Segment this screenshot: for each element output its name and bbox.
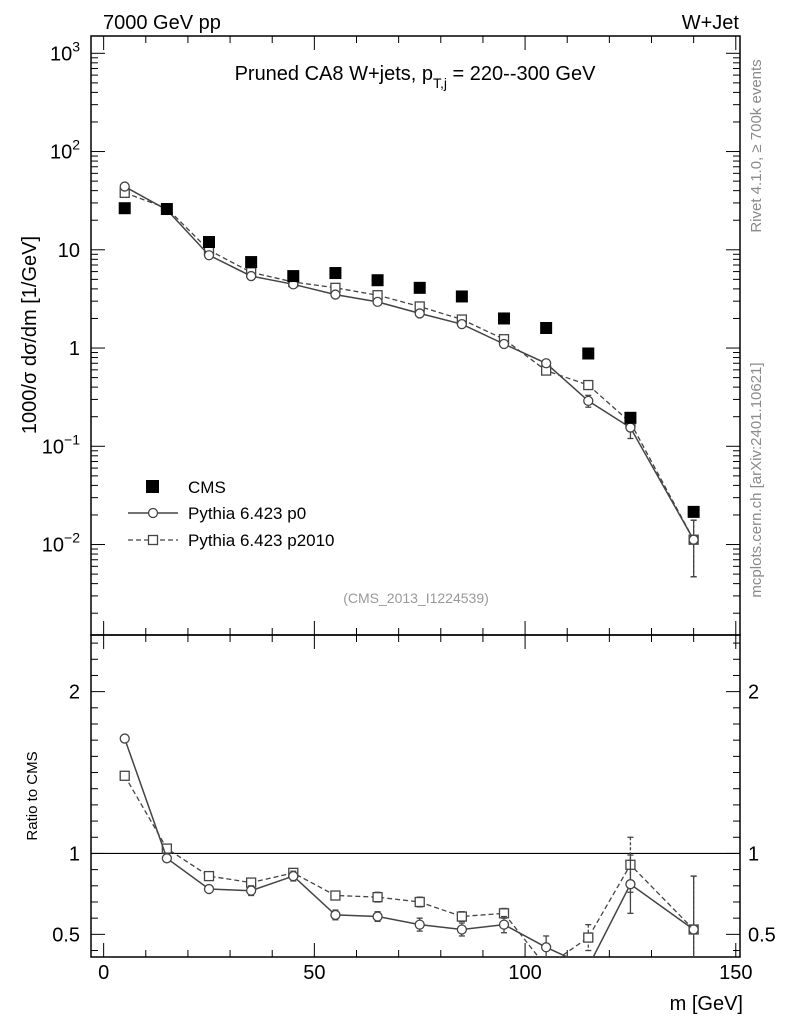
ratio-p0-point (688, 924, 699, 935)
p2010-point (583, 379, 594, 391)
ratio-p2010-point (330, 890, 341, 901)
cms-point (582, 347, 595, 360)
ratio-p2010-point (542, 962, 551, 971)
ratio-y-tick-label-left: 1 (69, 843, 80, 865)
cms-point (118, 202, 131, 215)
ratio-p0-point (540, 942, 552, 953)
p0-point (456, 319, 468, 330)
main-y-axis-label: 1000/σ dσ/dm [1/GeV] (19, 236, 41, 434)
ratio-p2010-point (372, 891, 383, 903)
ratio-series (119, 733, 699, 971)
cms-point (329, 267, 342, 280)
main-series (118, 181, 700, 578)
ratio-p0-point (498, 919, 510, 930)
ratio-tick-labels: 0.5 0.5 1 1 2 2 0 50 100 150 (52, 682, 776, 984)
p0-point (540, 358, 552, 369)
ratio-p0-point (330, 909, 341, 921)
cms-point (245, 256, 258, 269)
p0-point (119, 181, 130, 192)
p0-point (245, 270, 257, 282)
header-right-label: W+Jet (682, 12, 740, 34)
p0-point (330, 289, 341, 300)
ratio-y-tick-label-right: 0.5 (748, 924, 776, 946)
rivet-version-label: Rivet 4.1.0, ≥ 700k events (748, 59, 765, 232)
p0-line (124, 185, 695, 541)
ratio-p0-point (119, 733, 130, 744)
main-y-tick-label: 103 (50, 38, 80, 65)
ratio-p0-point (288, 870, 299, 882)
ratio-p2010-point (456, 911, 468, 922)
p2010-line (124, 192, 695, 541)
ratio-p0-point (372, 911, 383, 922)
cms-point (371, 274, 384, 287)
ratio-p0-point (203, 883, 215, 895)
ratio-y-tick-label-left: 0.5 (52, 924, 80, 946)
ratio-panel: 0.5 0.5 1 1 2 2 0 50 100 150 Ratio to CMS m [GeV] (24, 634, 776, 1015)
title-post: = 220--300 GeV (447, 63, 596, 85)
p0-point (414, 308, 425, 319)
header-left-label: 7000 GeV pp (103, 12, 221, 34)
cms-point (287, 270, 300, 283)
x-tick-label: 50 (303, 962, 325, 984)
cms-point (455, 290, 468, 303)
legend-cms-marker (146, 480, 159, 493)
ratio-axis-ticks (91, 635, 740, 957)
ratio-p2010-point (119, 770, 130, 781)
ratio-p0-point (584, 962, 593, 971)
ratio-plot-frame (90, 634, 741, 958)
p0-point (372, 296, 383, 308)
ratio-p0-point (414, 919, 425, 930)
x-tick-label: 0 (98, 962, 109, 984)
mcplots-label: mcplots.cern.ch [arXiv:2401.10621] (748, 362, 765, 597)
cms-point (540, 321, 553, 334)
ratio-p2010-point (583, 932, 594, 943)
cms-point (687, 505, 700, 518)
ratio-p2010-line (124, 775, 695, 957)
main-y-tick-label: 10−2 (42, 530, 80, 557)
ratio-p0-point (161, 853, 173, 864)
x-tick-label: 100 (508, 962, 541, 984)
ratio-p0-line (123, 738, 695, 957)
ratio-y-axis-label: Ratio to CMS (24, 751, 41, 840)
p0-point (203, 250, 215, 261)
main-y-tick-label: 1 (69, 338, 80, 360)
main-y-tick-label: 10 (58, 240, 80, 262)
title-pre: Pruned CA8 W+jets, p (235, 63, 433, 85)
legend-p2010-marker (147, 534, 159, 546)
main-axis-ticks (91, 36, 740, 635)
legend: CMS Pythia 6.423 p0 Pythia 6.423 p2010 (128, 478, 335, 550)
cms-point (160, 203, 173, 216)
cms-point (203, 236, 215, 249)
x-axis-label: m [GeV] (670, 993, 743, 1015)
legend-p0-label: Pythia 6.423 p0 (188, 504, 306, 523)
legend-p0-marker (147, 507, 159, 519)
p0-point (498, 338, 510, 350)
ratio-p2010-point (414, 896, 425, 908)
cms-point (624, 411, 637, 424)
ratio-p2010-point (203, 870, 215, 882)
ratio-y-tick-label-left: 2 (69, 682, 80, 704)
legend-p2010-label: Pythia 6.423 p2010 (188, 531, 335, 550)
ratio-p0-point (245, 885, 257, 896)
p0-point (625, 422, 636, 433)
ratio-p0-point (456, 924, 468, 935)
p0-point (583, 395, 594, 407)
title-sub: T,j (433, 75, 447, 91)
x-tick-label: 150 (719, 962, 752, 984)
ratio-y-tick-label-right: 2 (748, 682, 759, 704)
ratio-p2010-point (161, 843, 173, 854)
cms-point (498, 312, 510, 325)
ratio-p0-point (625, 879, 636, 890)
main-y-tick-label: 102 (50, 137, 80, 164)
ratio-y-tick-label-right: 1 (748, 843, 759, 865)
main-chart-title: Pruned CA8 W+jets, pT,j = 220--300 GeV (235, 63, 597, 91)
legend-cms-label: CMS (188, 478, 226, 497)
main-y-tick-label: 10−1 (42, 431, 80, 458)
cms-point (413, 281, 426, 294)
analysis-id-label: (CMS_2013_I1224539) (343, 590, 489, 606)
p0-point (688, 534, 699, 545)
